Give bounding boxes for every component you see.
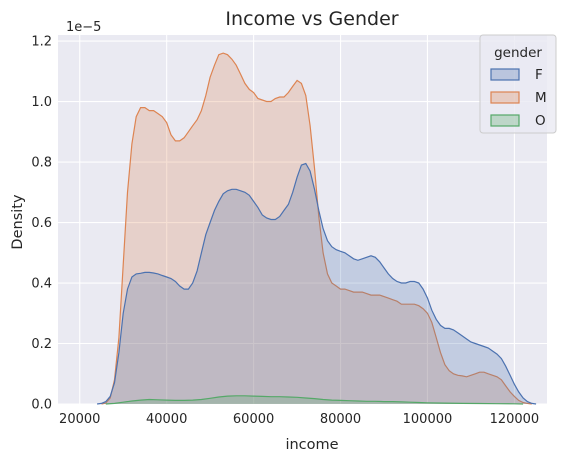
line-series-o — [105, 395, 524, 405]
line-series-m — [101, 52, 532, 405]
x-tick-label: 40000 — [146, 412, 187, 427]
x-tick-label: 120000 — [490, 412, 540, 427]
legend-entries: FMO — [490, 67, 547, 129]
y-tick-label: 0.2 — [31, 337, 52, 352]
y-tick-label: 1.2 — [31, 35, 52, 50]
x-axis-label: income — [285, 437, 338, 453]
density-areas — [97, 52, 537, 405]
legend-label-f: F — [535, 67, 543, 83]
legend-label-m: M — [535, 90, 547, 106]
legend-swatch-f — [490, 68, 520, 81]
y-tick-label: 0.0 — [31, 398, 52, 413]
x-tick-label: 100000 — [403, 412, 453, 427]
area-series-f — [97, 163, 537, 404]
y-axis-ticks: 0.0 0.2 0.4 0.6 0.8 1.0 1.2 — [31, 35, 52, 413]
legend-label-o: O — [535, 113, 546, 129]
y-tick-label: 0.8 — [31, 156, 52, 171]
legend-title: gender — [494, 45, 542, 61]
area-series-m — [101, 53, 532, 404]
grid-lines — [58, 35, 547, 405]
legend: gender FMO — [479, 34, 557, 134]
area-series-o — [105, 395, 524, 404]
x-tick-label: 60000 — [233, 412, 274, 427]
x-tick-label: 80000 — [320, 412, 361, 427]
y-tick-label: 0.4 — [31, 277, 52, 292]
legend-frame — [479, 34, 557, 134]
legend-swatch-o — [490, 114, 520, 127]
legend-swatch-m — [490, 91, 520, 104]
plot-area — [58, 35, 547, 404]
chart-title: Income vs Gender — [225, 8, 398, 30]
line-series-f — [97, 162, 537, 405]
y-tick-label: 0.6 — [31, 216, 52, 231]
y-scale-label: 1e−5 — [66, 20, 101, 35]
x-tick-label: 20000 — [59, 412, 100, 427]
x-axis-ticks: 20000 40000 60000 80000 100000 120000 — [59, 412, 539, 427]
y-tick-label: 1.0 — [31, 95, 52, 110]
y-axis-label: Density — [10, 194, 26, 250]
